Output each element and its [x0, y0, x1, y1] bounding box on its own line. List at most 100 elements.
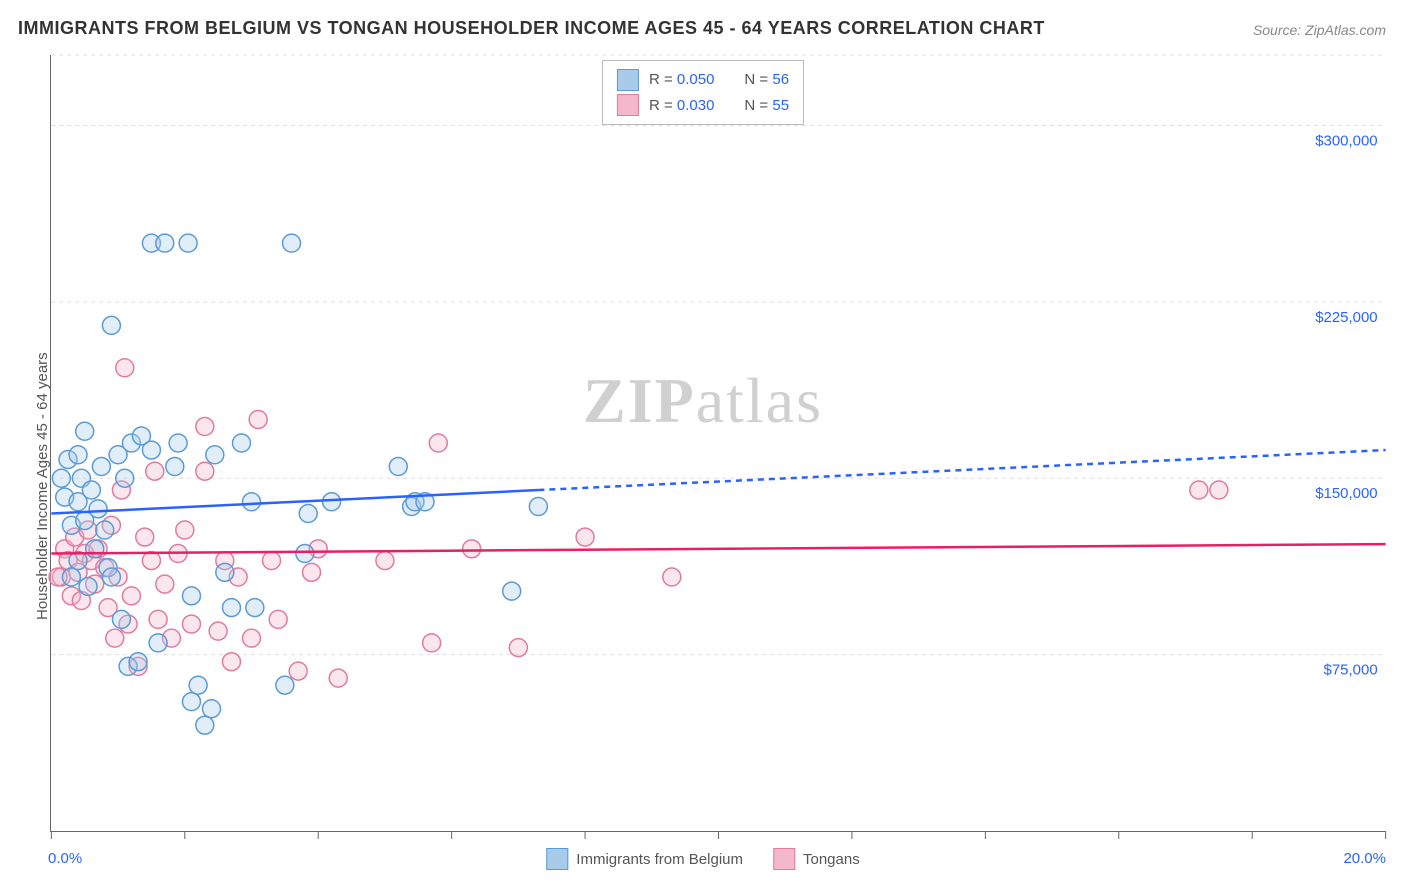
data-point-tongans	[263, 552, 281, 570]
data-point-belgium	[62, 568, 80, 586]
data-point-belgium	[149, 634, 167, 652]
data-point-belgium	[112, 610, 130, 628]
y-tick-label: $300,000	[1315, 133, 1377, 150]
legend-top-row: R = 0.050 N = 56	[617, 67, 789, 93]
data-point-belgium	[182, 587, 200, 605]
legend-swatch	[773, 848, 795, 870]
data-point-tongans	[116, 359, 134, 377]
trend-line-dash-belgium	[538, 450, 1385, 490]
data-point-belgium	[116, 469, 134, 487]
data-point-tongans	[156, 575, 174, 593]
data-point-tongans	[182, 615, 200, 633]
data-point-tongans	[303, 563, 321, 581]
legend-n-label: N = 56	[744, 67, 789, 93]
legend-bottom: Immigrants from Belgium Tongans	[546, 848, 859, 870]
data-point-belgium	[82, 481, 100, 499]
plot-area: $75,000 $150,000 $225,000 $300,000	[50, 55, 1386, 832]
data-point-tongans	[463, 540, 481, 558]
data-point-tongans	[289, 662, 307, 680]
data-point-belgium	[76, 422, 94, 440]
data-point-belgium	[323, 493, 341, 511]
data-point-tongans	[1190, 481, 1208, 499]
legend-swatch	[617, 94, 639, 116]
legend-bottom-label: Tongans	[803, 851, 860, 868]
chart-container: IMMIGRANTS FROM BELGIUM VS TONGAN HOUSEH…	[0, 0, 1406, 892]
data-point-belgium	[92, 458, 110, 476]
data-point-belgium	[283, 234, 301, 252]
data-point-belgium	[102, 568, 120, 586]
data-point-belgium	[233, 434, 251, 452]
legend-r-label: R = 0.030	[649, 93, 714, 119]
data-point-tongans	[376, 552, 394, 570]
data-point-belgium	[89, 500, 107, 518]
data-point-tongans	[142, 552, 160, 570]
data-point-belgium	[222, 599, 240, 617]
data-point-belgium	[169, 434, 187, 452]
legend-swatch	[617, 69, 639, 91]
data-point-belgium	[142, 441, 160, 459]
y-tick-label: $225,000	[1315, 309, 1377, 326]
data-point-tongans	[1210, 481, 1228, 499]
data-point-belgium	[129, 653, 147, 671]
data-point-tongans	[146, 462, 164, 480]
data-point-belgium	[296, 545, 314, 563]
data-point-belgium	[246, 599, 264, 617]
y-axis-label: Householder Income Ages 45 - 64 years	[34, 352, 51, 620]
data-point-belgium	[206, 446, 224, 464]
data-point-tongans	[176, 521, 194, 539]
legend-bottom-item: Immigrants from Belgium	[546, 848, 743, 870]
trend-line-tongans	[51, 544, 1385, 553]
legend-top: R = 0.050 N = 56 R = 0.030 N = 55	[602, 60, 804, 125]
data-point-tongans	[429, 434, 447, 452]
data-point-tongans	[196, 418, 214, 436]
data-point-belgium	[503, 582, 521, 600]
data-point-belgium	[276, 676, 294, 694]
data-point-tongans	[222, 653, 240, 671]
data-point-belgium	[299, 505, 317, 523]
data-point-tongans	[576, 528, 594, 546]
data-point-belgium	[189, 676, 207, 694]
data-point-tongans	[423, 634, 441, 652]
data-point-belgium	[196, 716, 214, 734]
legend-bottom-item: Tongans	[773, 848, 860, 870]
data-point-belgium	[389, 458, 407, 476]
data-point-belgium	[529, 498, 547, 516]
data-point-belgium	[202, 700, 220, 718]
data-point-belgium	[86, 540, 104, 558]
data-point-tongans	[509, 639, 527, 657]
data-point-belgium	[179, 234, 197, 252]
x-axis-max-label: 20.0%	[1343, 850, 1386, 867]
data-point-belgium	[69, 446, 87, 464]
chart-title: IMMIGRANTS FROM BELGIUM VS TONGAN HOUSEH…	[18, 18, 1045, 39]
legend-r-label: R = 0.050	[649, 67, 714, 93]
data-point-tongans	[209, 622, 227, 640]
scatter-plot-svg: $75,000 $150,000 $225,000 $300,000	[51, 55, 1386, 831]
data-point-belgium	[243, 493, 261, 511]
data-point-tongans	[196, 462, 214, 480]
data-point-belgium	[79, 577, 97, 595]
y-tick-label: $75,000	[1324, 662, 1378, 679]
data-point-tongans	[106, 629, 124, 647]
data-point-tongans	[243, 629, 261, 647]
legend-n-label: N = 55	[744, 93, 789, 119]
data-point-tongans	[122, 587, 140, 605]
chart-source: Source: ZipAtlas.com	[1253, 22, 1386, 38]
legend-bottom-label: Immigrants from Belgium	[576, 851, 743, 868]
x-axis-min-label: 0.0%	[48, 850, 82, 867]
data-point-belgium	[52, 469, 70, 487]
data-point-belgium	[102, 316, 120, 334]
data-point-tongans	[136, 528, 154, 546]
data-point-tongans	[663, 568, 681, 586]
legend-top-row: R = 0.030 N = 55	[617, 93, 789, 119]
data-point-belgium	[216, 563, 234, 581]
data-point-belgium	[156, 234, 174, 252]
data-point-tongans	[149, 610, 167, 628]
data-point-tongans	[249, 410, 267, 428]
legend-swatch	[546, 848, 568, 870]
data-point-belgium	[166, 458, 184, 476]
data-point-belgium	[96, 521, 114, 539]
y-tick-label: $150,000	[1315, 485, 1377, 502]
data-point-tongans	[269, 610, 287, 628]
data-point-tongans	[329, 669, 347, 687]
data-point-belgium	[182, 693, 200, 711]
